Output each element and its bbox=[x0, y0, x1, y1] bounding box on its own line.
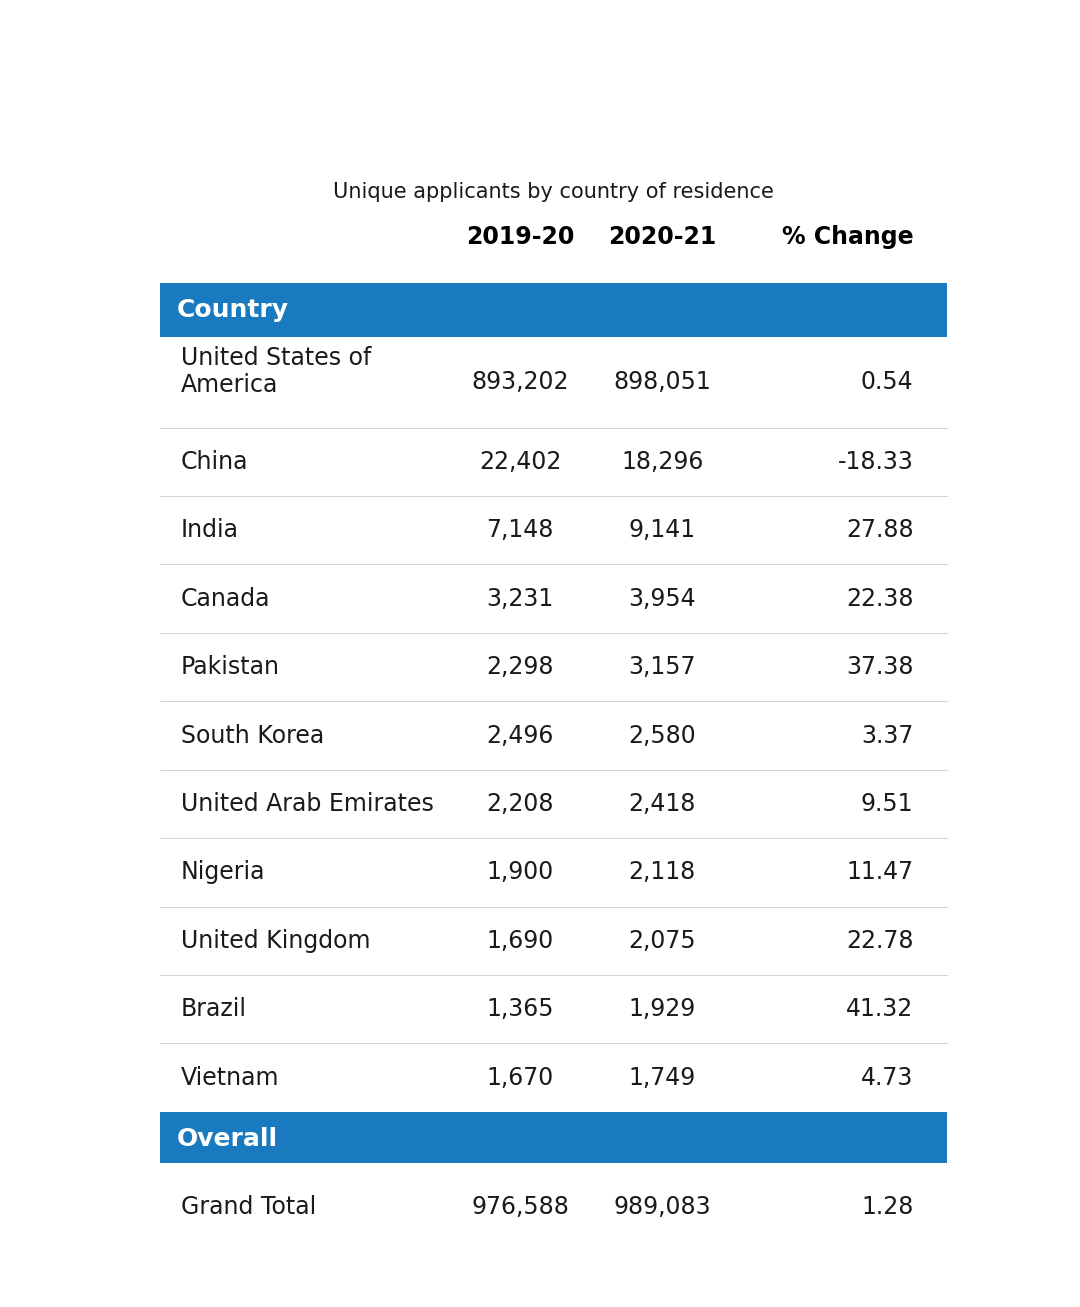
Text: Brazil: Brazil bbox=[181, 997, 247, 1021]
Text: 976,588: 976,588 bbox=[471, 1195, 569, 1218]
Text: Unique applicants by country of residence: Unique applicants by country of residenc… bbox=[333, 182, 774, 203]
Text: 2020-21: 2020-21 bbox=[608, 225, 716, 250]
Text: 1.28: 1.28 bbox=[861, 1195, 914, 1218]
Text: 11.47: 11.47 bbox=[847, 860, 914, 885]
Text: 2,208: 2,208 bbox=[486, 792, 554, 816]
Text: United Kingdom: United Kingdom bbox=[181, 929, 370, 953]
Text: 2,075: 2,075 bbox=[629, 929, 697, 953]
Text: 0.54: 0.54 bbox=[861, 370, 914, 395]
Text: 3.37: 3.37 bbox=[861, 724, 914, 748]
Text: 898,051: 898,051 bbox=[613, 370, 712, 395]
Text: United Arab Emirates: United Arab Emirates bbox=[181, 792, 434, 816]
Text: China: China bbox=[181, 450, 248, 473]
Text: 22.78: 22.78 bbox=[846, 929, 914, 953]
Text: Country: Country bbox=[177, 298, 288, 322]
Text: 1,365: 1,365 bbox=[486, 997, 554, 1021]
Text: 2,298: 2,298 bbox=[486, 655, 554, 680]
Text: 989,083: 989,083 bbox=[613, 1195, 711, 1218]
Text: 2,118: 2,118 bbox=[629, 860, 696, 885]
Text: South Korea: South Korea bbox=[181, 724, 324, 748]
Text: 22,402: 22,402 bbox=[478, 450, 562, 473]
Text: 893,202: 893,202 bbox=[471, 370, 569, 395]
Text: Grand Total: Grand Total bbox=[181, 1195, 316, 1218]
Text: Nigeria: Nigeria bbox=[181, 860, 266, 885]
Text: 3,954: 3,954 bbox=[629, 587, 697, 610]
Text: 27.88: 27.88 bbox=[846, 518, 914, 542]
Text: 37.38: 37.38 bbox=[846, 655, 914, 680]
Text: 41.32: 41.32 bbox=[846, 997, 914, 1021]
Bar bbox=[160, 1112, 947, 1166]
Text: 7,148: 7,148 bbox=[486, 518, 554, 542]
Text: 2019-20: 2019-20 bbox=[465, 225, 575, 250]
Text: 1,929: 1,929 bbox=[629, 997, 696, 1021]
Text: 3,157: 3,157 bbox=[629, 655, 697, 680]
Text: India: India bbox=[181, 518, 239, 542]
Text: 2,496: 2,496 bbox=[486, 724, 554, 748]
Text: Pakistan: Pakistan bbox=[181, 655, 280, 680]
Text: 3,231: 3,231 bbox=[486, 587, 554, 610]
Text: 1,670: 1,670 bbox=[486, 1065, 554, 1090]
Text: 18,296: 18,296 bbox=[621, 450, 703, 473]
Bar bbox=[160, 282, 947, 337]
Text: Canada: Canada bbox=[181, 587, 270, 610]
Text: Overall: Overall bbox=[177, 1127, 278, 1151]
Text: Vietnam: Vietnam bbox=[181, 1065, 280, 1090]
Text: % Change: % Change bbox=[782, 225, 914, 250]
Text: 1,690: 1,690 bbox=[486, 929, 554, 953]
Text: United States of
America: United States of America bbox=[181, 345, 372, 397]
Text: 2,580: 2,580 bbox=[629, 724, 697, 748]
Text: 1,749: 1,749 bbox=[629, 1065, 696, 1090]
Text: 9.51: 9.51 bbox=[861, 792, 914, 816]
Text: 9,141: 9,141 bbox=[629, 518, 696, 542]
Text: -18.33: -18.33 bbox=[837, 450, 914, 473]
Text: 1,900: 1,900 bbox=[486, 860, 554, 885]
Text: 22.38: 22.38 bbox=[846, 587, 914, 610]
Text: 4.73: 4.73 bbox=[861, 1065, 914, 1090]
Text: 2,418: 2,418 bbox=[629, 792, 696, 816]
